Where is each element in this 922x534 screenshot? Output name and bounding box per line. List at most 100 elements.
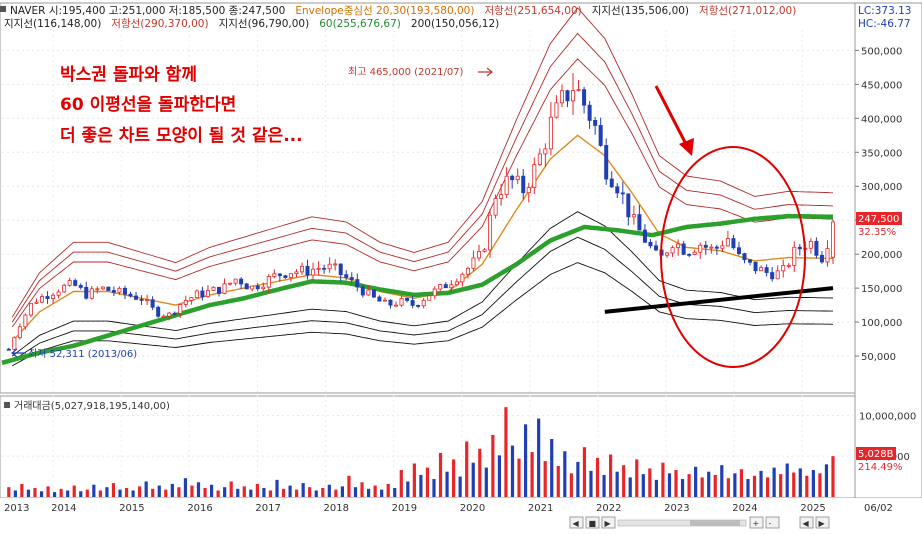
pointer-arrow-head-icon — [679, 138, 694, 156]
toolbar-button[interactable]: ▶ — [601, 516, 616, 529]
scrollbar-thumb[interactable] — [690, 520, 740, 526]
volume-bar — [281, 488, 286, 497]
volume-bar — [321, 488, 325, 497]
volume-bar — [340, 486, 345, 497]
volume-bar — [530, 452, 534, 497]
candle-body — [23, 314, 28, 328]
volume-bar — [622, 465, 626, 497]
candle-body — [598, 125, 603, 146]
candle-body — [565, 90, 570, 102]
high-price-label: 최고 465,000 (2021/07) — [348, 66, 464, 78]
candle-body — [493, 198, 498, 216]
candle-body — [239, 278, 244, 285]
year-label: 2022 — [596, 503, 621, 514]
volume-bar — [497, 455, 501, 497]
volume-bar — [569, 473, 573, 497]
volume-bar — [334, 489, 338, 497]
toolbar-button[interactable]: ◀ — [799, 516, 814, 529]
legend-square-icon — [0, 6, 6, 12]
volume-bar — [295, 489, 299, 497]
scrollbar-track[interactable] — [617, 519, 747, 527]
candle-body — [145, 299, 150, 302]
volume-bar — [360, 482, 364, 497]
volume-bar — [151, 488, 155, 497]
toolbar-button[interactable]: ▶ — [815, 516, 830, 529]
candle-body — [665, 252, 670, 256]
toolbar-button[interactable]: ◀ — [569, 516, 584, 529]
candle-body — [454, 281, 459, 286]
candle-body — [405, 297, 410, 301]
right-axis-panel — [854, 2, 922, 499]
volume-bar — [33, 488, 37, 497]
candle-body — [648, 241, 653, 247]
legend-item: 저항선(251,654,00) — [484, 5, 581, 17]
volume-bar — [805, 475, 809, 497]
candle-body — [283, 275, 288, 278]
volume-bar — [242, 486, 246, 497]
candle-body — [217, 286, 222, 294]
volume-bar — [157, 485, 161, 497]
candle-body — [792, 246, 797, 266]
volume-bar — [13, 490, 17, 497]
candle-body — [421, 299, 426, 307]
toolbar-button-glyph: ◀ — [803, 519, 810, 528]
candle-body — [277, 273, 282, 277]
price-tick-label: 400,000 — [861, 114, 902, 125]
volume-bar — [111, 483, 116, 497]
year-label: 2013 — [4, 503, 29, 514]
candle-body — [28, 302, 33, 316]
year-label: 2020 — [460, 503, 485, 514]
volume-bar — [478, 448, 482, 497]
toolbar-button[interactable]: - — [765, 516, 780, 529]
volume-bar — [275, 479, 279, 497]
candle-body — [416, 305, 421, 307]
support-band-line — [11, 262, 834, 367]
candle-body — [399, 297, 404, 306]
candle-body — [111, 290, 116, 293]
candle-body — [831, 221, 836, 258]
volume-bar — [772, 467, 776, 497]
candle-body — [377, 296, 382, 302]
volume-bar — [707, 471, 711, 497]
volume-badge-box — [856, 447, 896, 460]
candle-body — [692, 251, 697, 255]
volume-bar — [576, 461, 580, 497]
price-tick-label: 100,000 — [861, 318, 902, 329]
volume-bar — [523, 424, 528, 497]
volume-bar — [353, 487, 358, 497]
volume-bar — [537, 418, 541, 497]
candle-body — [294, 271, 299, 275]
volume-bar — [98, 490, 102, 497]
candle-body — [272, 273, 277, 277]
candle-body — [344, 274, 349, 278]
toolbar-button[interactable]: + — [749, 516, 764, 529]
year-label: 2021 — [528, 503, 553, 514]
volume-bar — [327, 484, 331, 497]
volume-bar — [648, 468, 652, 497]
volume-bar — [66, 490, 70, 497]
volume-bar — [183, 478, 188, 497]
volume-bar — [124, 488, 129, 497]
price-badge-value: 247,500 — [858, 214, 899, 225]
volume-bar — [412, 463, 416, 497]
toolbar-button[interactable]: ■ — [585, 516, 600, 529]
candle-body — [261, 286, 266, 290]
volume-bar — [118, 489, 122, 497]
volume-bar — [641, 474, 645, 497]
volume-bar — [452, 459, 456, 497]
candle-body — [156, 306, 161, 317]
candle-body — [537, 153, 542, 166]
volume-bar — [229, 481, 233, 497]
candle-body — [797, 246, 802, 250]
candle-body — [814, 240, 819, 256]
year-label: 2025 — [800, 503, 825, 514]
toolbar-button-frame — [749, 516, 764, 529]
volume-bar — [608, 454, 613, 497]
price-panel-frame — [0, 2, 856, 394]
candle-body — [84, 286, 89, 299]
volume-bar — [59, 488, 63, 497]
candle-body — [432, 288, 437, 297]
legend-item: 지지선(135,506,00) — [592, 5, 689, 17]
volume-badge-pct: 214.49% — [858, 462, 903, 473]
